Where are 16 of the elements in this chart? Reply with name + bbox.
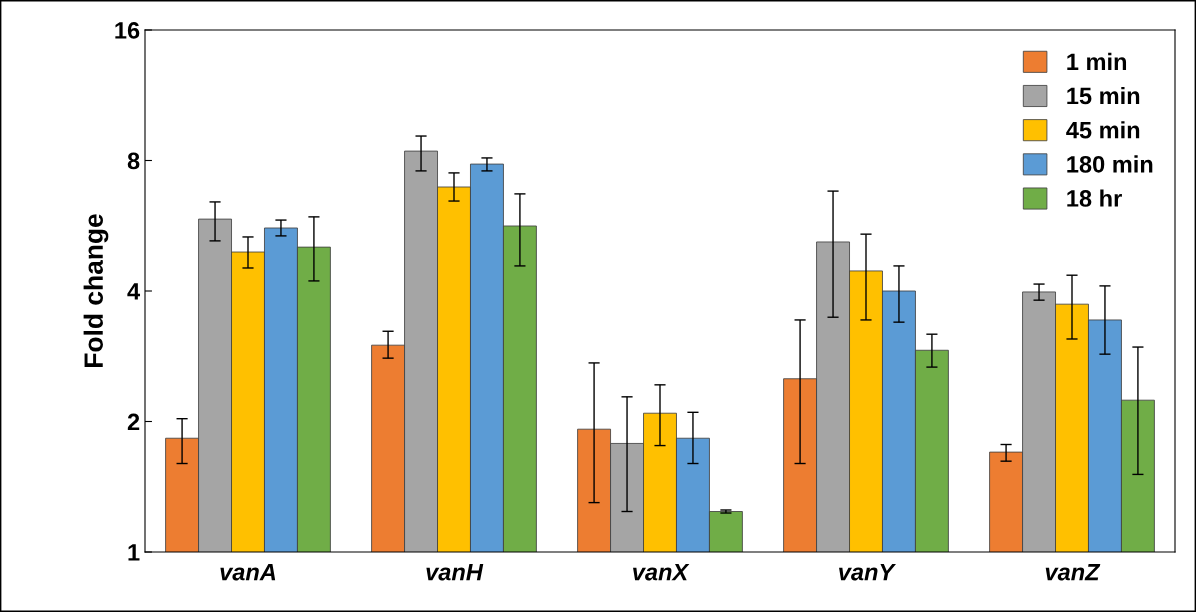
x-tick-label: vanH — [426, 563, 484, 581]
x-tick-label: vanZ — [1045, 563, 1101, 581]
y-tick-label: 16 — [115, 22, 140, 39]
legend-label: 15 min — [1067, 86, 1140, 105]
legend-label: 1 min — [1067, 52, 1127, 70]
y-tick-label: 1 — [128, 544, 140, 561]
x-tick-label: vanX — [633, 563, 690, 581]
y-tick-label: 2 — [127, 413, 140, 431]
y-axis-title: Fold change — [83, 214, 109, 367]
legend-label: 18 hr — [1067, 189, 1122, 207]
x-tick-label: vanY — [839, 563, 896, 581]
y-tick-label: 4 — [127, 283, 141, 300]
x-tick-label: vanA — [220, 563, 276, 581]
legend-label: 45 min — [1066, 121, 1140, 139]
legend-label: 180 min — [1067, 155, 1153, 173]
y-tick-label: 8 — [127, 152, 140, 170]
